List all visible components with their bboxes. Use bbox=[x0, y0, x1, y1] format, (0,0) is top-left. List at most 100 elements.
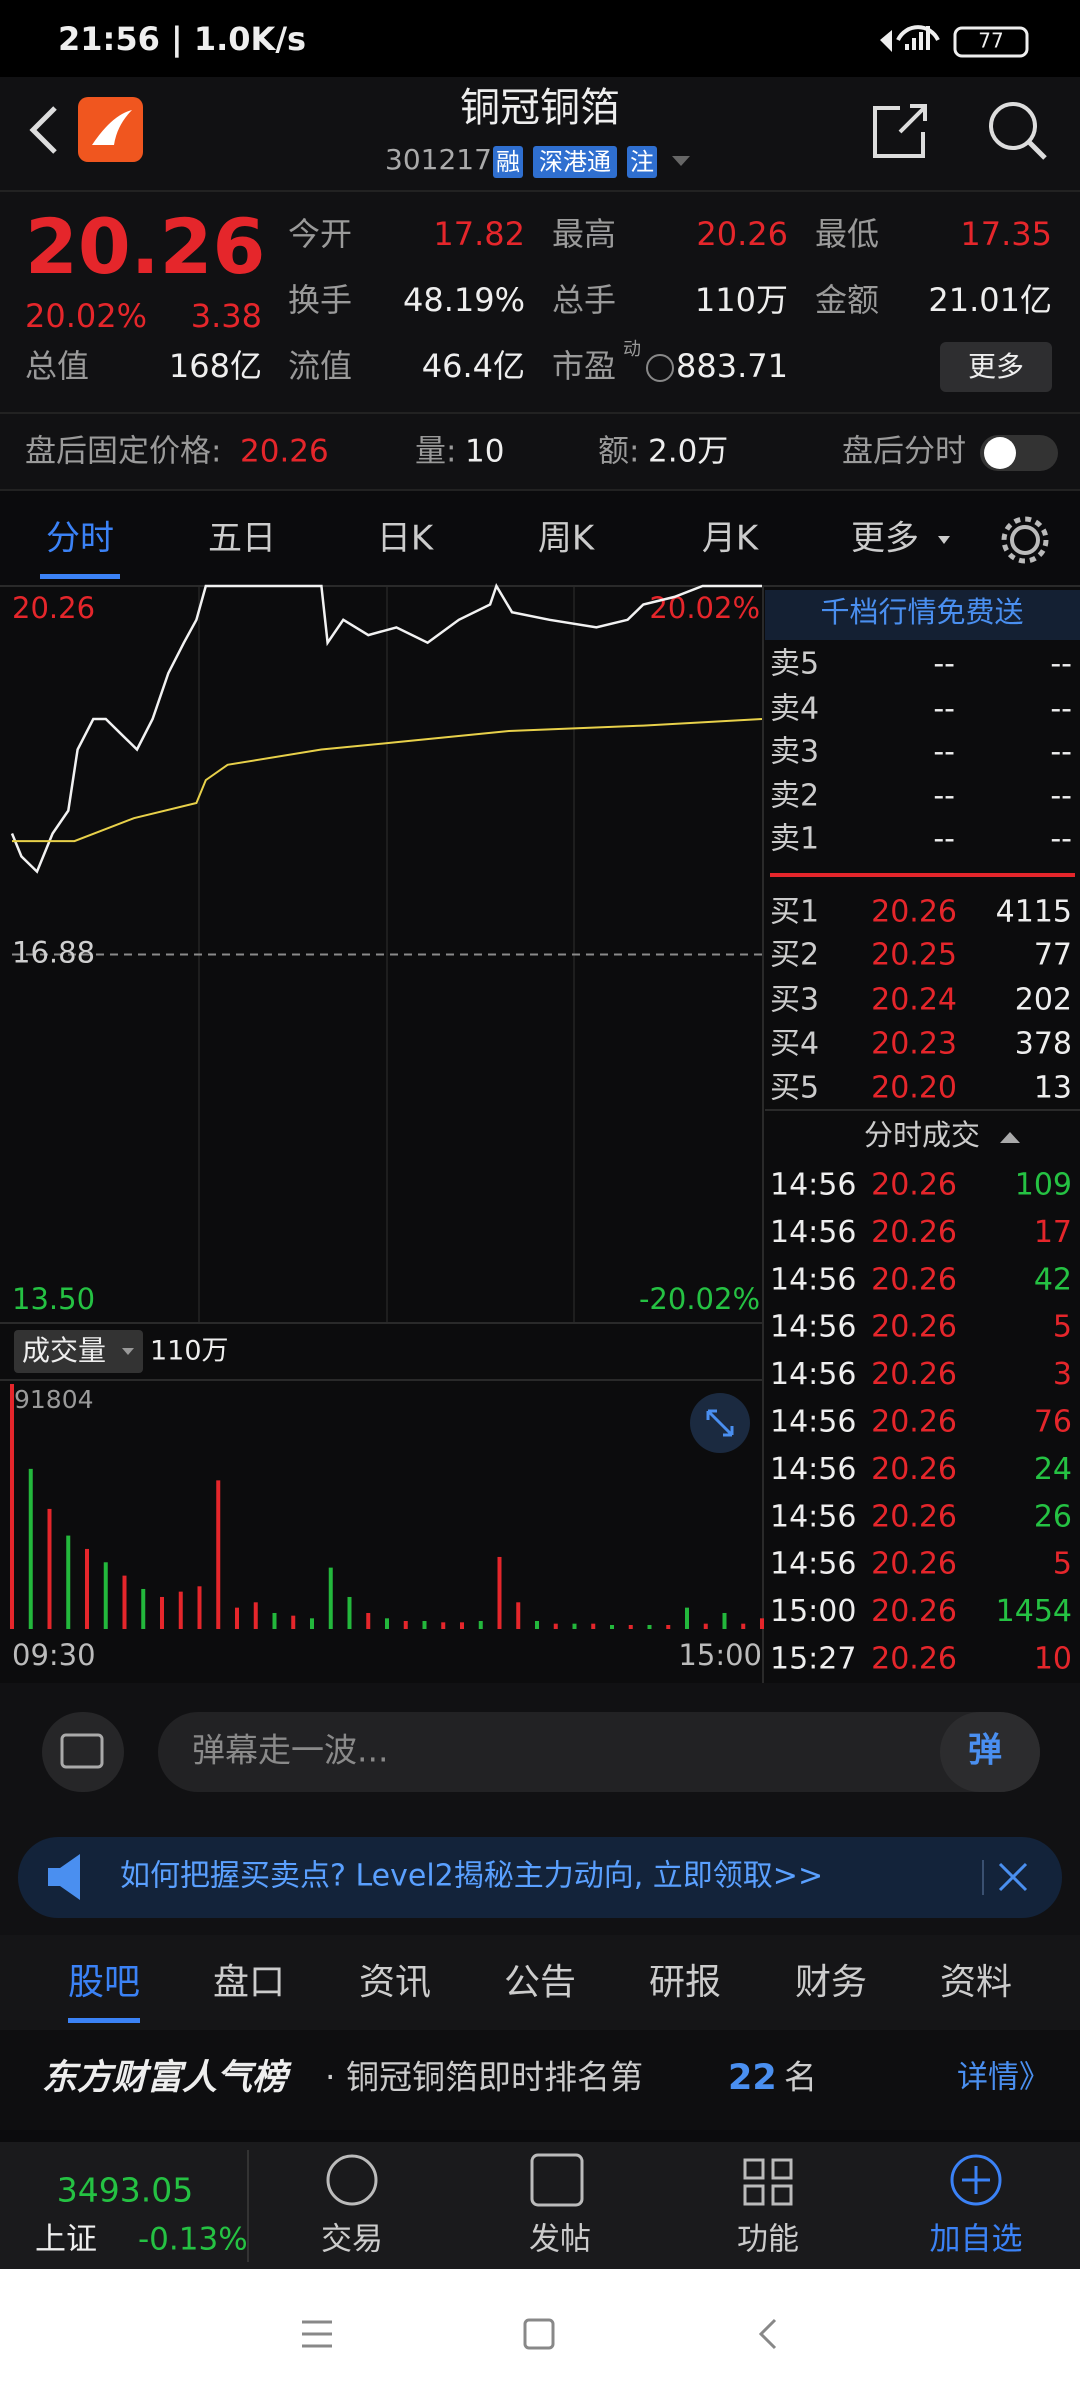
volume-bar bbox=[760, 1618, 764, 1629]
stat-value: 21.01亿 bbox=[928, 281, 1052, 319]
chart-tab[interactable]: 分时 bbox=[46, 519, 114, 559]
stat-label: 总手 bbox=[552, 281, 616, 319]
back-button[interactable] bbox=[29, 106, 57, 154]
volume-bar bbox=[366, 1612, 371, 1629]
ask-price: -- bbox=[933, 692, 955, 727]
dropdown-icon bbox=[122, 1348, 134, 1355]
chart-tab[interactable]: 更多 bbox=[851, 519, 919, 559]
stat-value: 20.26 bbox=[696, 215, 788, 253]
banner-text[interactable]: 如何把握买卖点? Level2揭秘主力动向, 立即领取>> bbox=[120, 1859, 823, 1894]
chart-tab[interactable]: 月K bbox=[702, 519, 760, 559]
ask-volume: -- bbox=[1050, 779, 1072, 814]
stock-code: 301217 bbox=[385, 143, 492, 176]
ranking-link[interactable]: 详情》 bbox=[957, 2060, 1050, 2096]
volume-selector[interactable] bbox=[14, 1330, 143, 1373]
nav-item[interactable]: 功能 bbox=[737, 2222, 799, 2258]
trade-time: 14:56 bbox=[770, 1168, 856, 1203]
stat-label: 金额 bbox=[815, 281, 879, 319]
danmu-settings[interactable] bbox=[42, 1712, 124, 1792]
nav-item[interactable]: 发帖 bbox=[529, 2222, 591, 2258]
menu-key[interactable] bbox=[302, 2320, 332, 2348]
section-tab[interactable]: 资讯 bbox=[359, 1962, 431, 2003]
ranking-suffix: 名 bbox=[784, 2058, 817, 2097]
bid-volume: 13 bbox=[1034, 1071, 1072, 1106]
active-tab-indicator bbox=[40, 574, 120, 579]
search-button[interactable] bbox=[989, 102, 1037, 150]
back-key[interactable] bbox=[758, 2318, 777, 2350]
bid-label: 买2 bbox=[770, 938, 819, 973]
banner-bg[interactable] bbox=[18, 1837, 1062, 1918]
section-tab[interactable]: 财务 bbox=[795, 1962, 867, 2003]
stat-label: 最高 bbox=[552, 215, 616, 253]
last-price: 20.26 bbox=[25, 202, 265, 291]
home-key[interactable] bbox=[523, 2318, 555, 2350]
section-tab[interactable]: 资料 bbox=[940, 1962, 1012, 2003]
stat-label: 流值 bbox=[288, 347, 352, 385]
volume-bar bbox=[628, 1624, 633, 1629]
chart-tab[interactable]: 周K bbox=[538, 519, 596, 559]
nav-icon bbox=[950, 2154, 1002, 2206]
volume-bar bbox=[441, 1622, 446, 1629]
trade-price: 20.26 bbox=[871, 1357, 957, 1392]
section-tab[interactable]: 盘口 bbox=[213, 1962, 285, 2003]
stat-value: 110万 bbox=[695, 281, 788, 319]
volume-bar bbox=[553, 1623, 558, 1629]
trade-volume: 26 bbox=[1034, 1499, 1072, 1534]
chart-bg bbox=[0, 586, 1080, 1683]
volume-total: 110万 bbox=[150, 1336, 229, 1367]
comment-input[interactable] bbox=[158, 1712, 1040, 1792]
section-tab[interactable]: 研报 bbox=[649, 1962, 721, 2003]
ask-price: -- bbox=[933, 735, 955, 770]
bid-price: 20.24 bbox=[871, 983, 957, 1018]
trade-price: 20.26 bbox=[871, 1215, 957, 1250]
volume-bar bbox=[10, 1384, 14, 1629]
stat-label: 总值 bbox=[25, 347, 89, 385]
trade-price: 20.26 bbox=[871, 1594, 957, 1629]
share-button[interactable] bbox=[873, 104, 927, 158]
nav-item[interactable]: 交易 bbox=[321, 2222, 383, 2258]
section-tab[interactable]: 公告 bbox=[504, 1962, 576, 2003]
info-icon[interactable] bbox=[646, 354, 674, 382]
nav-icon bbox=[743, 2158, 793, 2206]
trade-price: 20.26 bbox=[871, 1405, 957, 1440]
settings-gear bbox=[1001, 516, 1049, 564]
chart-tab[interactable]: 日K bbox=[377, 519, 435, 559]
section-tab[interactable]: 股吧 bbox=[68, 1962, 140, 2003]
stat-label: 市盈 bbox=[552, 347, 616, 385]
danmu-button[interactable] bbox=[940, 1712, 1040, 1792]
trade-time: 14:56 bbox=[770, 1262, 856, 1297]
comment-placeholder[interactable]: 弹幕走一波... bbox=[192, 1731, 388, 1770]
ask-price: -- bbox=[933, 779, 955, 814]
close-banner[interactable] bbox=[998, 1862, 1028, 1892]
more-button[interactable]: 更多 bbox=[968, 350, 1024, 383]
more-button[interactable] bbox=[940, 342, 1052, 392]
signal-icon bbox=[880, 26, 930, 52]
volume-bar bbox=[28, 1468, 33, 1629]
after-hours-amount: 2.0万 bbox=[648, 434, 728, 470]
volume-bar bbox=[122, 1575, 127, 1629]
x-tick-label: 09:30 bbox=[12, 1638, 96, 1672]
dropdown-icon[interactable] bbox=[672, 156, 690, 166]
volume-bar bbox=[235, 1607, 239, 1629]
bid-label: 买3 bbox=[770, 983, 819, 1018]
settings-button[interactable] bbox=[1010, 525, 1040, 555]
nav-item[interactable]: 加自选 bbox=[930, 2222, 1023, 2258]
ask-label: 卖3 bbox=[770, 735, 819, 770]
promo-bg[interactable] bbox=[765, 590, 1080, 640]
chart-tab[interactable]: 五日 bbox=[208, 519, 276, 559]
y-tick-label: 16.88 bbox=[12, 936, 95, 970]
ranking-bg bbox=[0, 2030, 1080, 2130]
trade-time: 14:56 bbox=[770, 1499, 856, 1534]
trade-time: 14:56 bbox=[770, 1357, 856, 1392]
dropdown-icon bbox=[938, 536, 950, 544]
volume-bar bbox=[535, 1620, 539, 1629]
promo-text[interactable]: 千档行情免费送 bbox=[820, 595, 1023, 629]
megaphone-icon bbox=[48, 1854, 80, 1900]
danmu-button-label[interactable]: 弹 bbox=[968, 1731, 1002, 1771]
ask-label: 卖4 bbox=[770, 692, 819, 727]
index-name: 上证 bbox=[35, 2222, 97, 2258]
ask-label: 卖5 bbox=[770, 647, 819, 682]
after-hours-toggle-label: 盘后分时 bbox=[842, 434, 966, 470]
bid-label: 买4 bbox=[770, 1027, 819, 1062]
ranking-text: · 铜冠铜箔即时排名第 bbox=[325, 2058, 643, 2097]
